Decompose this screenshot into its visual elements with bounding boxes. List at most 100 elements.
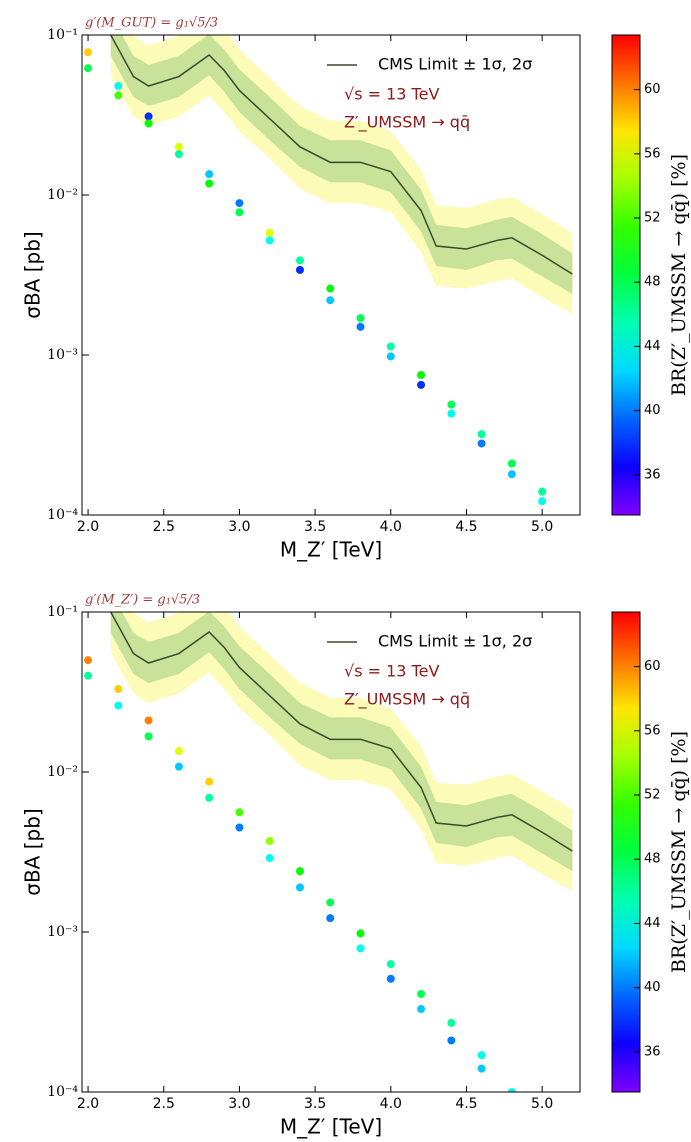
scatter-point xyxy=(265,837,274,846)
scatter-point xyxy=(265,236,274,245)
annotation: √s = 13 TeV xyxy=(344,662,439,681)
scatter-point xyxy=(386,974,395,983)
scatter-point xyxy=(447,1018,456,1027)
scatter-point xyxy=(174,747,183,756)
y-axis-label: σBA [pb] xyxy=(21,808,45,895)
annotation: Z′_UMSSM → qq̄ xyxy=(344,113,470,133)
scatter-point xyxy=(174,150,183,159)
colorbar-tick-label: 60 xyxy=(644,82,661,97)
x-tick-label: 4.0 xyxy=(380,519,402,535)
scatter-point xyxy=(356,314,365,323)
x-tick-label: 4.5 xyxy=(455,1096,477,1112)
scatter-point xyxy=(84,656,93,665)
y-tick-label: 10⁻³ xyxy=(47,924,78,940)
colorbar-tick-label: 44 xyxy=(644,916,661,931)
y-tick-label: 10⁻² xyxy=(47,764,78,780)
colorbar-tick-label: 36 xyxy=(644,467,661,482)
scatter-point xyxy=(417,380,426,389)
scatter-point xyxy=(356,322,365,331)
x-tick-label: 5.0 xyxy=(531,519,553,535)
scatter-point xyxy=(174,762,183,771)
scatter-point xyxy=(326,898,335,907)
colorbar-tick-label: 44 xyxy=(644,339,661,354)
colorbar-tick-label: 40 xyxy=(644,980,661,995)
x-tick-label: 4.0 xyxy=(380,1096,402,1112)
colorbar-tick-label: 56 xyxy=(644,146,661,161)
x-axis-label: M_Z′ [TeV] xyxy=(280,1115,382,1139)
x-tick-label: 2.0 xyxy=(77,1096,99,1112)
colorbar xyxy=(611,34,641,516)
scatter-point xyxy=(235,823,244,832)
scatter-point xyxy=(507,1088,516,1092)
colorbar-label: BR(Z′_UMSSM → qq̄) [%] xyxy=(668,731,690,973)
scatter-point xyxy=(84,64,93,73)
scatter-point xyxy=(326,284,335,293)
plot-area xyxy=(84,35,573,506)
colorbar-label: BR(Z′_UMSSM → qq̄) [%] xyxy=(668,154,690,396)
scatter-point xyxy=(144,119,153,128)
scatter-point xyxy=(144,732,153,741)
colorbar-tick-label: 52 xyxy=(644,788,661,803)
scatter-point xyxy=(235,808,244,817)
scatter-point xyxy=(447,400,456,409)
scatter-point xyxy=(114,701,123,710)
chart-title: g′(M_Z′) = g₁√5/3 xyxy=(85,593,200,608)
scatter-point xyxy=(477,430,486,439)
y-tick-label: 10⁻² xyxy=(47,187,78,203)
scatter-point xyxy=(507,459,516,468)
scatter-point xyxy=(538,497,547,506)
scatter-point xyxy=(386,352,395,361)
y-tick-label: 10⁻³ xyxy=(47,347,78,363)
scatter-point xyxy=(174,142,183,151)
scatter-point xyxy=(447,409,456,418)
scatter-point xyxy=(84,671,93,680)
scatter-point xyxy=(477,1051,486,1060)
annotation: √s = 13 TeV xyxy=(344,85,439,104)
limit-line xyxy=(110,35,573,275)
x-tick-label: 3.5 xyxy=(304,1096,326,1112)
colorbar-tick-label: 56 xyxy=(644,723,661,738)
legend-label: CMS Limit ± 1σ, 2σ xyxy=(378,55,532,74)
scatter-point xyxy=(295,883,304,892)
scatter-point xyxy=(265,228,274,237)
scatter-point xyxy=(144,716,153,725)
y-tick-label: 10⁻⁴ xyxy=(47,1084,78,1100)
scatter-point xyxy=(477,1064,486,1073)
scatter-point xyxy=(356,944,365,953)
plot-area xyxy=(84,612,573,1092)
x-tick-label: 3.0 xyxy=(228,519,250,535)
y-tick-label: 10⁻¹ xyxy=(47,604,78,620)
colorbar-tick-label: 52 xyxy=(644,211,661,226)
scatter-point xyxy=(417,989,426,998)
x-tick-label: 2.0 xyxy=(77,519,99,535)
scatter-point xyxy=(205,179,214,188)
colorbar-tick-label: 36 xyxy=(644,1044,661,1059)
x-axis-label: M_Z′ [TeV] xyxy=(280,538,382,562)
y-tick-label: 10⁻¹ xyxy=(47,27,78,43)
colorbar-tick-label: 48 xyxy=(644,275,661,290)
sigma1-band xyxy=(110,35,573,295)
scatter-point xyxy=(386,342,395,351)
scatter-point xyxy=(295,256,304,265)
x-tick-label: 2.5 xyxy=(153,1096,175,1112)
scatter-point xyxy=(84,48,93,57)
annotation: Z′_UMSSM → qq̄ xyxy=(344,690,470,710)
scatter-point xyxy=(447,1036,456,1045)
scatter-point xyxy=(295,265,304,274)
axes-frame xyxy=(81,611,581,1093)
colorbar-tick-label: 60 xyxy=(644,659,661,674)
scatter-point xyxy=(507,470,516,479)
scatter-point xyxy=(326,296,335,305)
scatter-point xyxy=(295,867,304,876)
scatter-point xyxy=(144,112,153,121)
x-tick-label: 5.0 xyxy=(531,1096,553,1112)
scatter-point xyxy=(417,1005,426,1014)
scatter-point xyxy=(114,82,123,91)
y-axis-label: σBA [pb] xyxy=(21,231,45,318)
scatter-point xyxy=(235,208,244,217)
x-tick-label: 2.5 xyxy=(153,519,175,535)
scatter-point xyxy=(265,854,274,863)
scatter-point xyxy=(326,914,335,923)
scatter-point xyxy=(114,685,123,694)
